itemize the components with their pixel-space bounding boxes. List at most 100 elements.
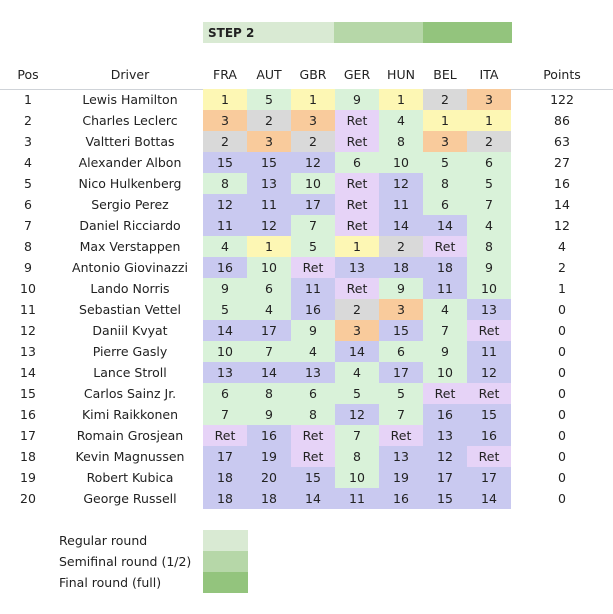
cell-result: 7 xyxy=(335,425,379,446)
cell-result: 7 xyxy=(291,215,335,236)
cell-driver: Antonio Giovinazzi xyxy=(72,260,188,275)
cell-result: 9 xyxy=(467,257,511,278)
cell-result: Ret xyxy=(291,446,335,467)
cell-result: 15 xyxy=(291,467,335,488)
table-row: 17 Romain Grosjean Ret 16 Ret 7 Ret 13 16 0 xyxy=(0,425,613,446)
cell-result: 8 xyxy=(291,404,335,425)
cell-points: 16 xyxy=(554,176,570,191)
cell-result: 7 xyxy=(467,194,511,215)
cell-result: 19 xyxy=(379,467,423,488)
cell-result: 11 xyxy=(203,215,247,236)
cell-result: Ret xyxy=(467,320,511,341)
legend-swatch-final xyxy=(203,572,248,593)
cell-result: Ret xyxy=(335,110,379,131)
cell-result: 2 xyxy=(291,131,335,152)
cell-points: 0 xyxy=(558,365,566,380)
cell-result: 14 xyxy=(379,215,423,236)
cell-result: Ret xyxy=(467,383,511,404)
cell-result: Ret xyxy=(335,278,379,299)
cell-result: Ret xyxy=(291,257,335,278)
cell-driver: Kimi Raikkonen xyxy=(81,407,179,422)
cell-result: 1 xyxy=(379,89,423,110)
cell-result: 6 xyxy=(203,383,247,404)
cell-result: 17 xyxy=(379,362,423,383)
cell-result: 11 xyxy=(291,278,335,299)
cell-result: 16 xyxy=(203,257,247,278)
cell-pos: 17 xyxy=(20,428,36,443)
table-row: 8 Max Verstappen 4 1 5 1 2 Ret 8 4 xyxy=(0,236,613,257)
cell-result: 9 xyxy=(379,278,423,299)
cell-result: 14 xyxy=(247,362,291,383)
cell-result: Ret xyxy=(335,194,379,215)
cell-result: 4 xyxy=(247,299,291,320)
table-row: 13 Pierre Gasly 10 7 4 14 6 9 11 0 xyxy=(0,341,613,362)
cell-result: 11 xyxy=(247,194,291,215)
legend-label-semifinal: Semifinal round (1/2) xyxy=(59,554,192,569)
cell-result: 14 xyxy=(291,488,335,509)
cell-driver: Valtteri Bottas xyxy=(85,134,175,149)
legend-swatch-semifinal xyxy=(203,551,248,572)
table-row: 3 Valtteri Bottas 2 3 2 Ret 8 3 2 63 xyxy=(0,131,613,152)
cell-result: 17 xyxy=(247,320,291,341)
cell-result: 11 xyxy=(335,488,379,509)
cell-result: Ret xyxy=(423,383,467,404)
table-row: 4 Alexander Albon 15 15 12 6 10 5 6 27 xyxy=(0,152,613,173)
cell-points: 86 xyxy=(554,113,570,128)
cell-driver: Romain Grosjean xyxy=(76,428,184,443)
cell-points: 0 xyxy=(558,407,566,422)
cell-result: 12 xyxy=(247,215,291,236)
cell-result: 4 xyxy=(467,215,511,236)
cell-result: 13 xyxy=(379,446,423,467)
cell-result: 3 xyxy=(247,131,291,152)
cell-result: 16 xyxy=(247,425,291,446)
cell-driver: George Russell xyxy=(83,491,177,506)
cell-pos: 18 xyxy=(20,449,36,464)
legend-label-regular: Regular round xyxy=(59,533,148,548)
cell-result: 5 xyxy=(203,299,247,320)
header-driver: Driver xyxy=(110,67,150,82)
legend-swatch-regular xyxy=(203,530,248,551)
cell-result: 10 xyxy=(379,152,423,173)
cell-result: 7 xyxy=(203,404,247,425)
cell-result: 8 xyxy=(423,173,467,194)
cell-result: Ret xyxy=(467,446,511,467)
step-label: STEP 2 xyxy=(208,25,255,40)
table-row: 19 Robert Kubica 18 20 15 10 19 17 17 0 xyxy=(0,467,613,488)
cell-result: 5 xyxy=(247,89,291,110)
header-race: ITA xyxy=(479,67,499,82)
cell-result: 5 xyxy=(291,236,335,257)
cell-result: 11 xyxy=(379,194,423,215)
cell-driver: Nico Hulkenberg xyxy=(78,176,182,191)
cell-driver: Robert Kubica xyxy=(86,470,174,485)
cell-pos: 13 xyxy=(20,344,36,359)
cell-result: 1 xyxy=(335,236,379,257)
cell-result: 14 xyxy=(203,320,247,341)
cell-result: 10 xyxy=(335,467,379,488)
cell-points: 0 xyxy=(558,428,566,443)
cell-result: 18 xyxy=(203,467,247,488)
step-progress-bar: STEP 2 xyxy=(203,22,512,43)
step-segment-semifinal xyxy=(334,22,423,43)
cell-pos: 9 xyxy=(24,260,32,275)
cell-result: 13 xyxy=(247,173,291,194)
cell-points: 0 xyxy=(558,302,566,317)
table-row: 10 Lando Norris 9 6 11 Ret 9 11 10 1 xyxy=(0,278,613,299)
cell-pos: 5 xyxy=(24,176,32,191)
cell-result: 7 xyxy=(379,404,423,425)
cell-result: 8 xyxy=(247,383,291,404)
cell-result: 9 xyxy=(423,341,467,362)
table-row: 5 Nico Hulkenberg 8 13 10 Ret 12 8 5 16 xyxy=(0,173,613,194)
cell-result: 15 xyxy=(467,404,511,425)
cell-result: 2 xyxy=(423,89,467,110)
cell-result: 2 xyxy=(467,131,511,152)
cell-pos: 4 xyxy=(24,155,32,170)
cell-pos: 19 xyxy=(20,470,36,485)
table-row: 20 George Russell 18 18 14 11 16 15 14 0 xyxy=(0,488,613,509)
cell-result: 12 xyxy=(379,173,423,194)
cell-result: 6 xyxy=(291,383,335,404)
header-points: Points xyxy=(543,67,581,82)
cell-result: 13 xyxy=(423,425,467,446)
cell-result: 18 xyxy=(247,488,291,509)
cell-pos: 15 xyxy=(20,386,36,401)
cell-result: 11 xyxy=(423,278,467,299)
